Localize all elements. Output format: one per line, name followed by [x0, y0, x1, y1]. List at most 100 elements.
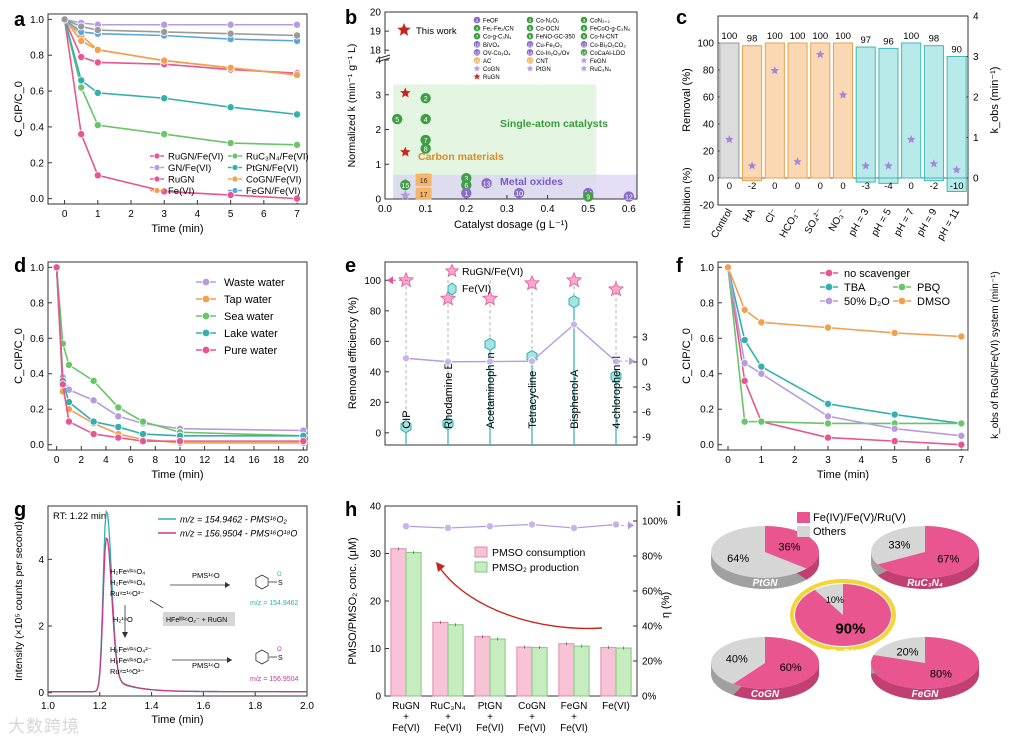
- legend-label: FeGN/Fe(VI): [246, 186, 300, 197]
- series-line-2: [727, 267, 962, 425]
- legend-marker-number: 2: [529, 18, 532, 23]
- feVI-hexagon: [568, 295, 580, 309]
- y-tick-label: 0.6: [700, 334, 714, 345]
- pie-major-label: 90%: [835, 621, 865, 638]
- axes-frame: [384, 261, 638, 446]
- data-point-label: 16: [420, 178, 428, 185]
- molecule-ring: [255, 649, 269, 665]
- legend-marker: [473, 16, 481, 24]
- panel-letter-g: g: [14, 499, 26, 521]
- x-tick-label: 6: [925, 455, 931, 466]
- data-point: [293, 194, 302, 203]
- y-tick-label: 1.0: [30, 15, 44, 26]
- kobs-line: [405, 323, 617, 363]
- legend-marker-number: 7: [476, 34, 479, 39]
- scheme-h2fe-2: H₂Feᵛᴵ¹⁶O₄: [110, 578, 145, 587]
- data-point-label: 4: [424, 117, 428, 124]
- panel-letter-h: h: [345, 499, 357, 521]
- category-label: HCO₃⁻: [778, 207, 803, 240]
- x-tick-label: 0.3: [500, 204, 514, 215]
- legend-swatch: [201, 345, 211, 355]
- legend-star: [444, 263, 460, 278]
- legend-marker: [526, 32, 534, 40]
- data-point: [757, 369, 766, 378]
- y-tick-label: 100: [364, 276, 381, 287]
- data-point-star: [400, 87, 411, 98]
- rugn-removal-star: [481, 290, 499, 306]
- legend-label: Others: [813, 526, 847, 538]
- category-label-top: RuC₃N₄: [430, 701, 465, 712]
- x-tick-label: 2.0: [300, 701, 314, 712]
- rugn-removal-star: [523, 274, 541, 291]
- removal-value-label: 97: [860, 35, 871, 46]
- panel-letter-a: a: [14, 9, 26, 31]
- inhibition-value-label: 0: [795, 181, 800, 192]
- kobs-star: [770, 66, 780, 75]
- legend-hexagon: [447, 282, 457, 296]
- y-tick-label: 0: [375, 195, 381, 206]
- category-label-top: FeGN: [561, 701, 588, 712]
- molecule-o: O: [277, 572, 282, 578]
- legend-label: Waste water: [224, 277, 285, 289]
- legend-label: CNT: [536, 59, 549, 65]
- data-point: [824, 419, 833, 428]
- category-label: Acetaminophen: [485, 352, 497, 428]
- legend-swatch: [201, 277, 211, 287]
- x-tick-label: 10: [174, 455, 186, 466]
- y-tick-label: 1: [973, 133, 979, 144]
- eta-point: [612, 520, 621, 529]
- category-label: Rhodamine B: [443, 362, 455, 429]
- eta-point: [401, 522, 410, 531]
- category-label-top: RuGN: [392, 701, 420, 712]
- legend-label: AC: [483, 59, 492, 65]
- category-label: 4-chlorophenol: [611, 356, 623, 429]
- pie-major-slice: [871, 637, 979, 689]
- removal-bar: [742, 45, 763, 179]
- x-tick-label: 0.2: [459, 204, 473, 215]
- data-point: [160, 94, 169, 103]
- legend-swatch: [201, 294, 211, 304]
- category-label: HA: [741, 207, 758, 225]
- series-line-4: [63, 19, 298, 146]
- panel-h-chart: 0 10 20 30 40 0% 20% 40% 60% 80% 100% PMSO/PMSO₂ co…: [347, 502, 672, 735]
- series-line-4: [727, 267, 962, 338]
- data-point: [93, 171, 102, 180]
- kobs-star: [884, 161, 893, 170]
- legend-star: [580, 57, 588, 64]
- y-tick-label: 60: [370, 337, 382, 348]
- legend-label: Cu-Fe₂O₃: [536, 43, 563, 49]
- pie-major-slice: [877, 526, 979, 578]
- bar-pmso2: [615, 647, 632, 697]
- y-tick-label: 60%: [642, 587, 662, 598]
- legend-swatch: [474, 546, 488, 558]
- x-tick-label: 5: [892, 455, 898, 466]
- kobs-star: [861, 161, 870, 170]
- series-line-1: [727, 267, 962, 425]
- category-label-top: Fe(VI): [602, 701, 630, 712]
- legend-marker: [473, 49, 481, 56]
- watermark-text: 大数跨境: [8, 717, 80, 737]
- x-tick-label: 0.6: [622, 204, 636, 215]
- y-axis-label: C_CIP/C_0: [13, 81, 25, 137]
- panel-letter-f: f: [676, 255, 683, 277]
- y-tick-label: 0.4: [30, 122, 44, 133]
- legend-marker: [580, 41, 588, 48]
- scheme-mz-1: m/z = 154.9462: [250, 600, 299, 607]
- x-tick-label: 0: [62, 209, 68, 220]
- kobs-point: [528, 357, 536, 366]
- series-line-3: [727, 267, 962, 437]
- legend-swatch: [231, 164, 239, 171]
- data-point: [461, 187, 472, 199]
- y-tick-label: 100: [697, 39, 714, 50]
- x-tick-label: 1.2: [93, 701, 107, 712]
- data-point-label: 5: [395, 117, 399, 124]
- data-point: [293, 31, 302, 40]
- x-tick-label: 7: [294, 209, 300, 220]
- data-point: [60, 15, 69, 24]
- eta-point: [570, 524, 579, 533]
- kobs-star: [725, 135, 734, 144]
- data-point: [740, 305, 749, 314]
- category-label-bottom: Fe(VI): [434, 723, 462, 734]
- panel-letter-b: b: [345, 7, 357, 29]
- data-point-label: 10: [515, 191, 523, 198]
